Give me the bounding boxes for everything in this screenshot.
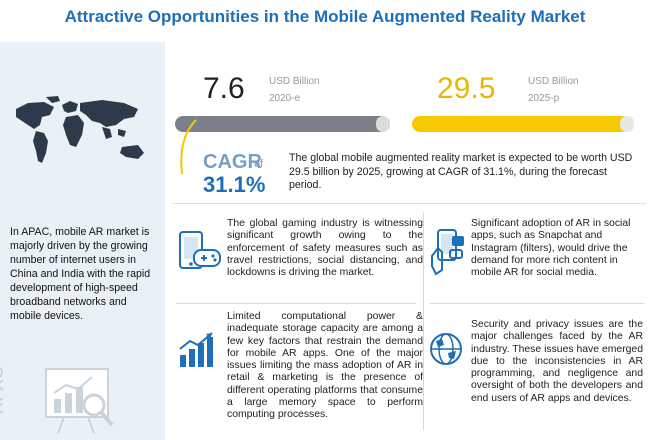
analytics-chart-icon [45,368,114,434]
bar-2025 [412,116,634,132]
social-apps-text: Significant adoption of AR in social app… [471,218,631,279]
market-unit-2020: USD Billion [269,76,320,87]
security-challenge-text: Security and privacy issues are the majo… [471,319,643,404]
cagr-description: The global mobile augmented reality mark… [289,152,633,191]
cagr-value: 31.1% [203,172,266,197]
apac-description: In APAC, mobile AR market is majorly dri… [10,226,151,322]
section-divider [172,203,646,204]
card-divider-left [176,303,416,304]
apac-sidebar: In APAC, mobile AR market is majorly dri… [0,42,165,440]
card-divider-vertical [423,212,424,430]
card-divider-right [430,303,644,304]
apac-region-label: APAC [0,365,7,414]
gaming-icon [179,231,221,269]
storage-restraint-text: Limited computational power & inadequate… [227,311,423,421]
market-year-2020: 2020-e [269,93,301,104]
market-year-2025: 2025-p [528,93,560,104]
cagr-of: of [254,158,264,170]
market-value-2020: 7.6 [203,72,245,105]
world-map-icon [16,96,144,163]
cagr-label: CAGR [203,151,262,173]
gaming-driver-text: The global gaming industry is witnessing… [227,218,423,279]
market-unit-2025: USD Billion [528,76,579,87]
page-title: Attractive Opportunities in the Mobile A… [64,7,586,26]
security-globe-icon [430,333,462,365]
growth-bars-icon [179,332,213,367]
growth-arc-decoration [180,119,197,175]
market-value-2025: 29.5 [437,72,496,105]
bar-2020 [175,116,390,132]
social-media-icon [431,229,464,276]
